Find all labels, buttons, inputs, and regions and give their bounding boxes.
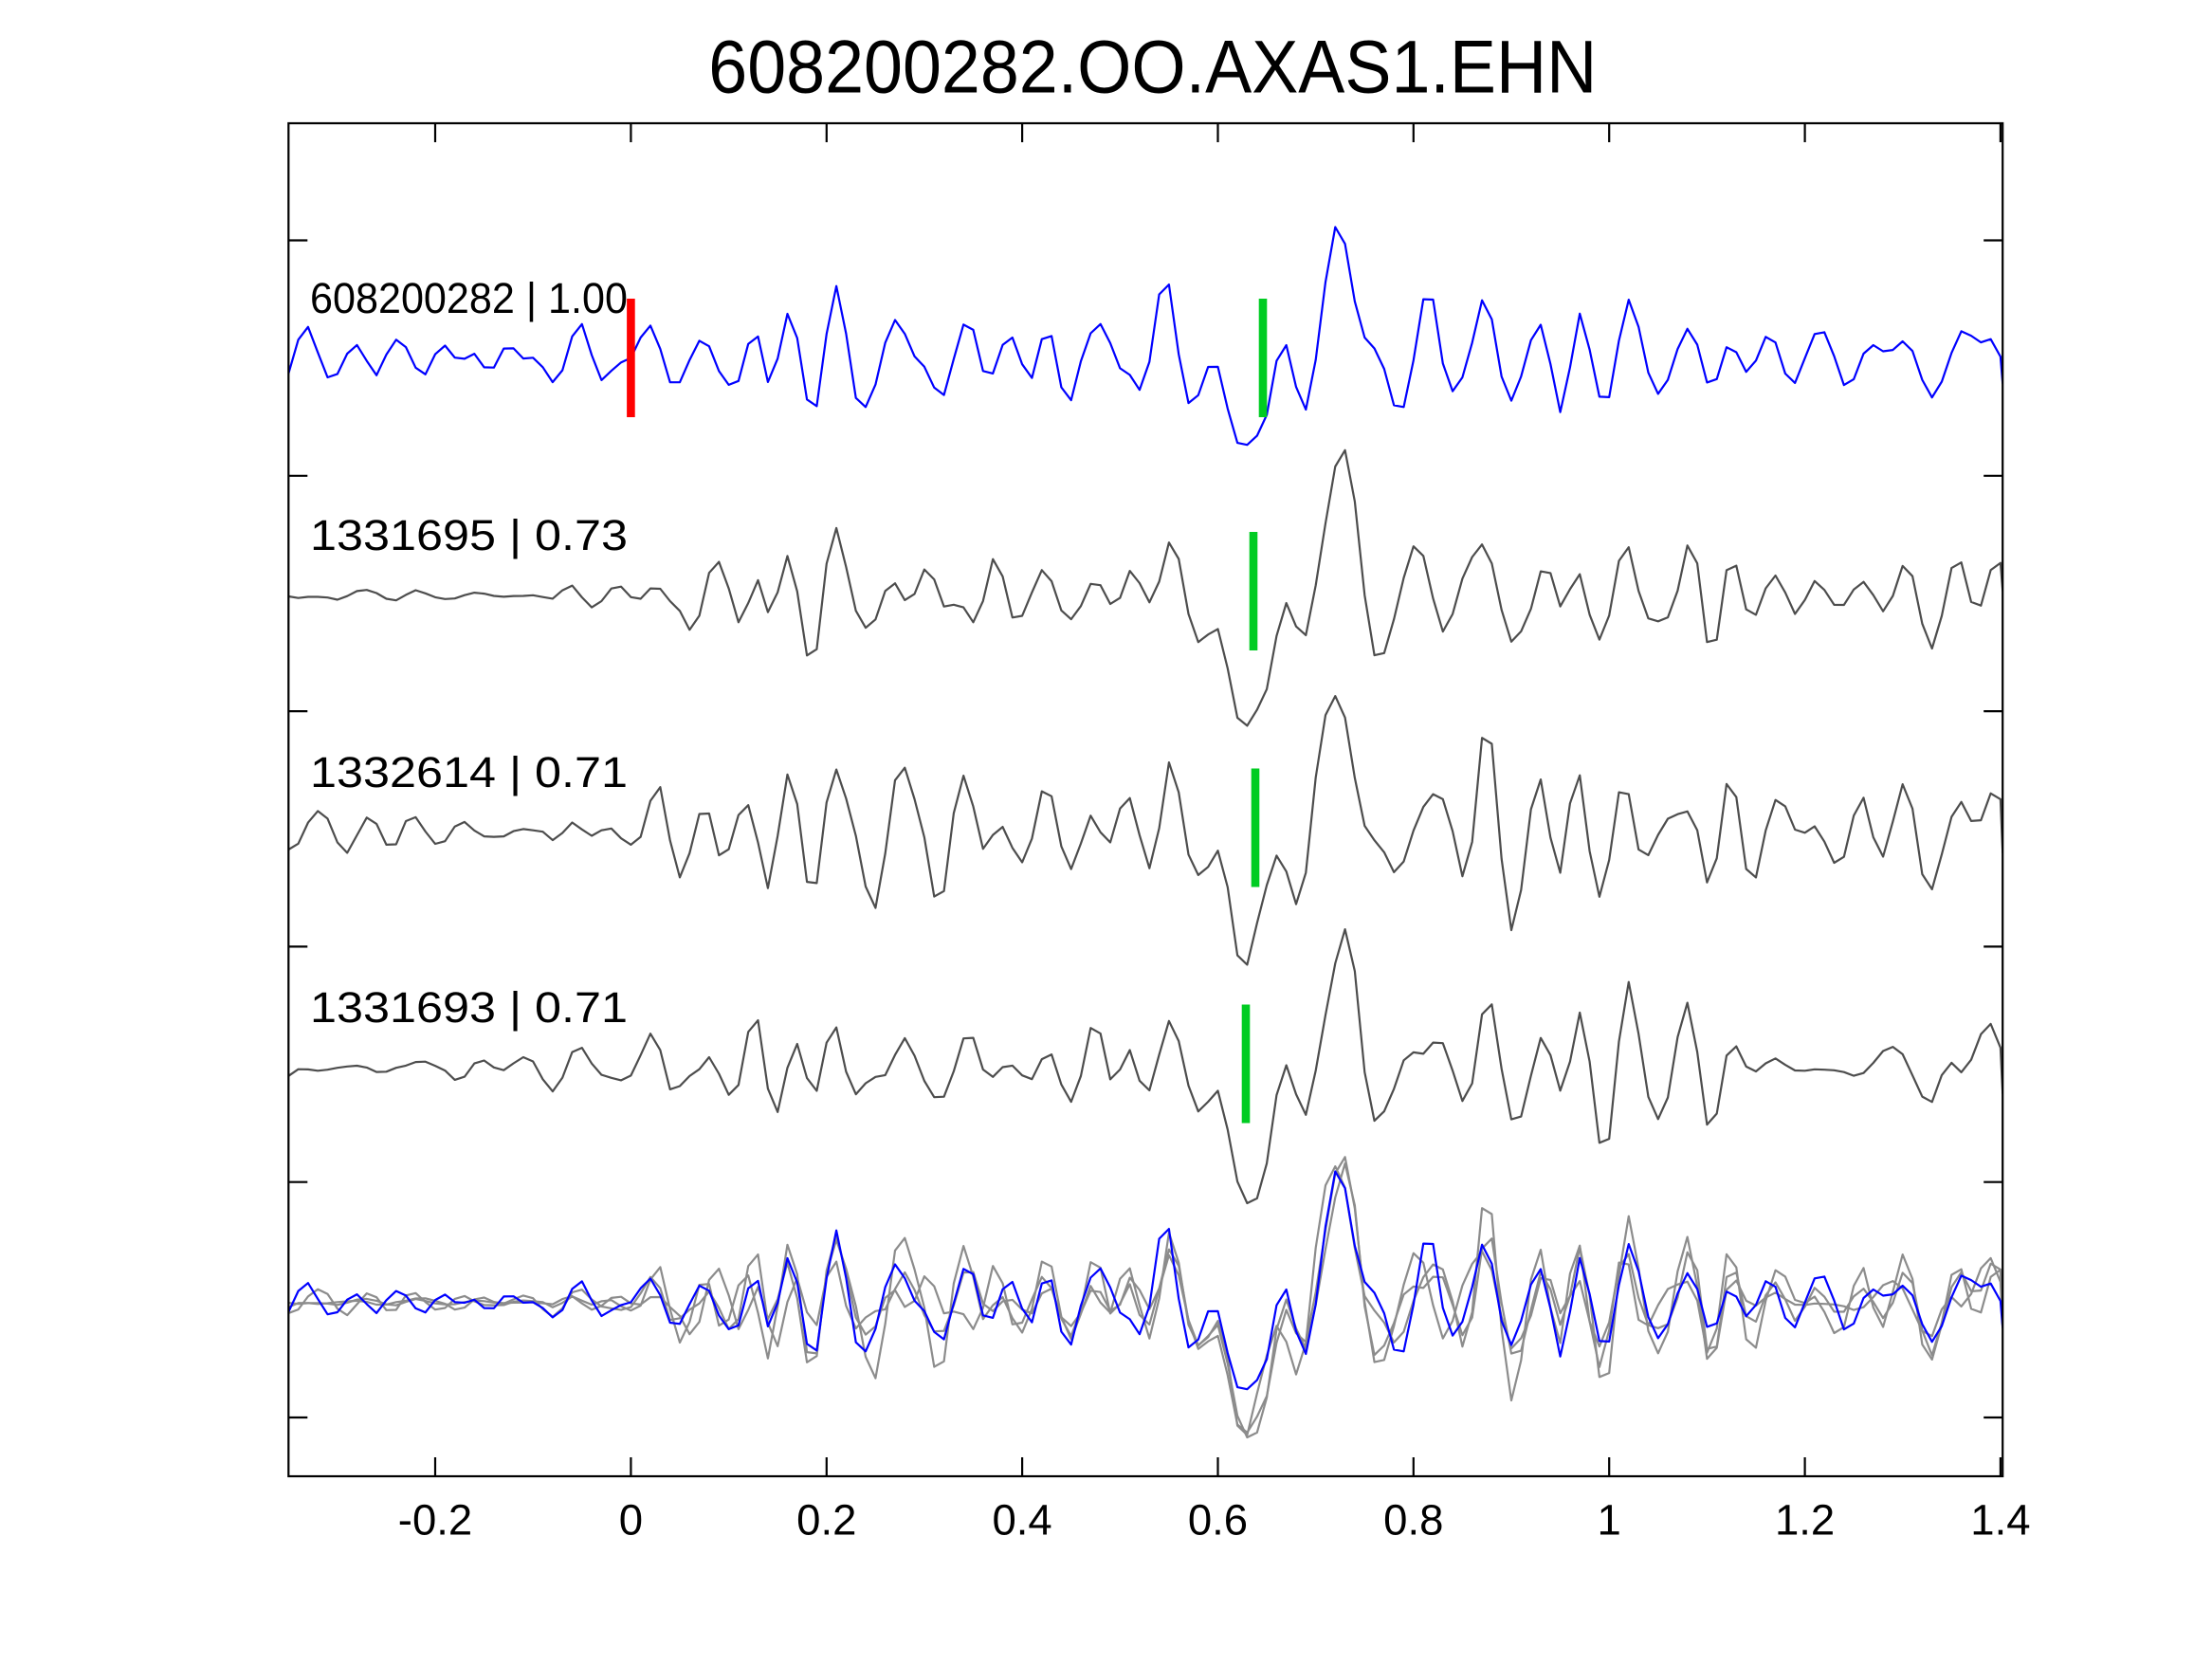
svg-text:1331693 | 0.71: 1331693 | 0.71 (310, 983, 628, 1032)
svg-text:608200282.OO.AXAS1.EHN: 608200282.OO.AXAS1.EHN (708, 26, 1597, 109)
svg-text:0.8: 0.8 (1383, 1496, 1443, 1545)
svg-text:0.4: 0.4 (992, 1496, 1051, 1545)
svg-text:0: 0 (619, 1496, 643, 1545)
svg-text:1.2: 1.2 (1775, 1496, 1835, 1545)
svg-text:-0.2: -0.2 (398, 1496, 472, 1545)
svg-text:1: 1 (1598, 1496, 1621, 1545)
svg-text:1.4: 1.4 (1970, 1496, 2030, 1545)
svg-text:1332614 | 0.71: 1332614 | 0.71 (310, 748, 628, 796)
svg-text:608200282 | 1.00: 608200282 | 1.00 (310, 274, 628, 322)
svg-text:0.2: 0.2 (796, 1496, 856, 1545)
svg-text:0.6: 0.6 (1188, 1496, 1248, 1545)
svg-text:1331695 | 0.73: 1331695 | 0.73 (310, 511, 628, 559)
